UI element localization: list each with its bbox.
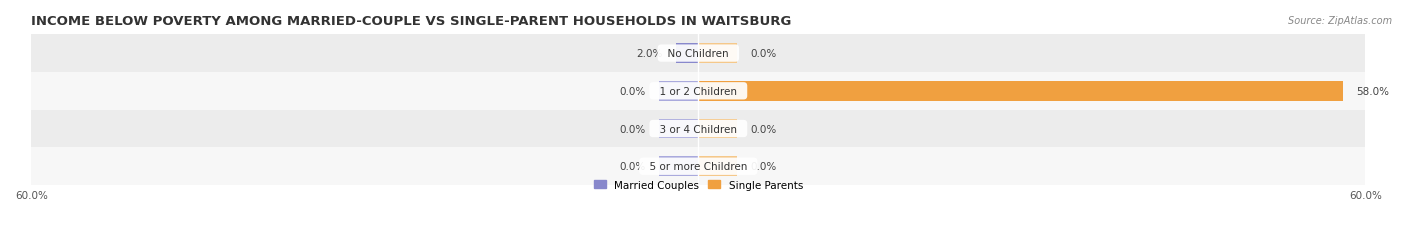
Text: INCOME BELOW POVERTY AMONG MARRIED-COUPLE VS SINGLE-PARENT HOUSEHOLDS IN WAITSBU: INCOME BELOW POVERTY AMONG MARRIED-COUPL… — [31, 15, 792, 28]
Bar — [699, 157, 737, 176]
Text: 58.0%: 58.0% — [1357, 86, 1389, 96]
Bar — [699, 44, 737, 64]
Bar — [676, 44, 699, 64]
Bar — [659, 119, 699, 139]
Text: 2.0%: 2.0% — [637, 49, 662, 59]
Text: 0.0%: 0.0% — [620, 124, 647, 134]
Bar — [659, 82, 699, 101]
Text: 0.0%: 0.0% — [751, 49, 778, 59]
Bar — [31, 148, 1365, 185]
Text: 0.0%: 0.0% — [751, 161, 778, 171]
Legend: Married Couples, Single Parents: Married Couples, Single Parents — [593, 180, 803, 190]
Bar — [699, 82, 1343, 101]
Text: No Children: No Children — [661, 49, 735, 59]
Text: 5 or more Children: 5 or more Children — [643, 161, 754, 171]
Text: 0.0%: 0.0% — [620, 86, 647, 96]
Text: 0.0%: 0.0% — [751, 124, 778, 134]
Bar — [31, 35, 1365, 73]
Bar — [31, 73, 1365, 110]
Bar — [31, 110, 1365, 148]
Text: Source: ZipAtlas.com: Source: ZipAtlas.com — [1288, 16, 1392, 26]
Bar — [699, 119, 737, 139]
Text: 0.0%: 0.0% — [620, 161, 647, 171]
Bar — [659, 157, 699, 176]
Text: 1 or 2 Children: 1 or 2 Children — [654, 86, 744, 96]
Text: 3 or 4 Children: 3 or 4 Children — [654, 124, 744, 134]
